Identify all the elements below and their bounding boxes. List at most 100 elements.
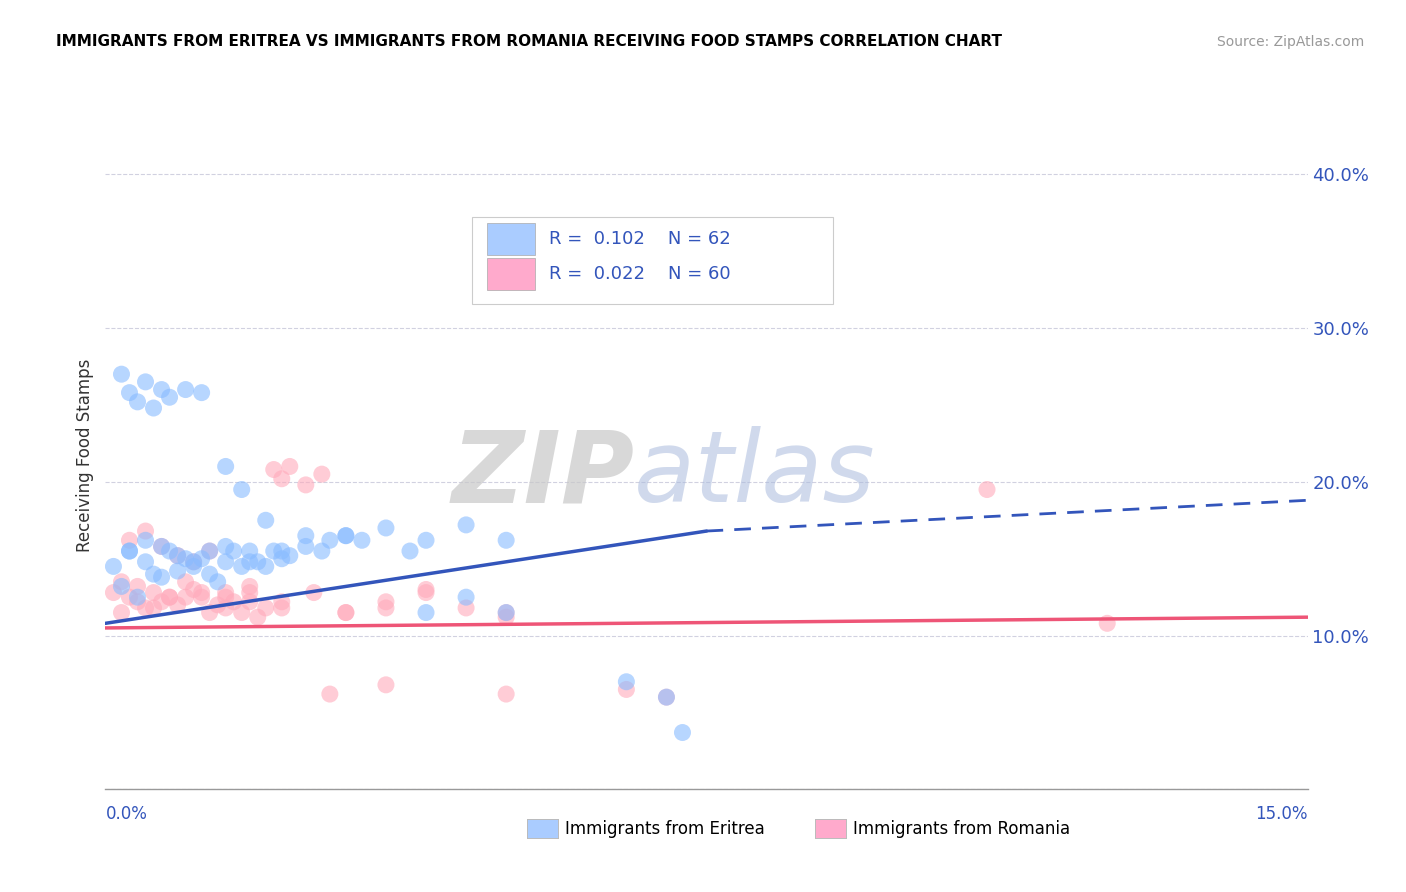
Point (159, 590, 181, 604)
Point (495, 533, 517, 548)
Point (174, 574, 197, 589)
Point (214, 540, 236, 554)
Point (150, 595, 173, 609)
Point (110, 606, 132, 620)
Point (150, 570, 173, 584)
Point (166, 549, 188, 563)
Point (270, 601, 292, 615)
Point (166, 549, 188, 563)
Point (295, 529, 318, 543)
Point (142, 585, 165, 599)
FancyBboxPatch shape (472, 218, 832, 304)
Point (655, 690, 678, 705)
Point (214, 555, 236, 569)
Point (135, 601, 157, 615)
Point (231, 559, 253, 574)
Point (374, 521, 398, 535)
Point (110, 574, 132, 589)
Point (335, 606, 357, 620)
Point (159, 590, 181, 604)
Point (142, 567, 165, 582)
Point (254, 513, 277, 527)
Point (270, 544, 292, 558)
Point (311, 467, 333, 482)
Point (295, 540, 318, 554)
Point (239, 544, 262, 558)
Point (214, 590, 236, 604)
Point (254, 601, 277, 615)
Point (1097, 616, 1119, 631)
Point (976, 483, 998, 497)
Point (135, 533, 157, 548)
Point (142, 601, 165, 615)
FancyBboxPatch shape (486, 259, 534, 291)
Point (103, 559, 125, 574)
Point (231, 606, 253, 620)
Point (183, 555, 205, 569)
Point (222, 595, 245, 609)
Point (190, 551, 212, 566)
Point (350, 533, 373, 548)
Point (166, 564, 188, 578)
Point (671, 725, 693, 739)
Point (415, 582, 437, 597)
Point (263, 544, 285, 558)
Point (239, 595, 262, 609)
Point (174, 383, 197, 397)
Point (118, 385, 141, 400)
Text: R =  0.022    N = 60: R = 0.022 N = 60 (548, 265, 731, 284)
Point (214, 459, 236, 474)
Point (246, 610, 269, 624)
Point (239, 585, 262, 599)
Point (198, 567, 221, 582)
Point (142, 401, 165, 415)
Point (495, 606, 517, 620)
Point (374, 601, 398, 615)
Point (278, 459, 301, 474)
Point (311, 544, 333, 558)
Point (254, 559, 277, 574)
Point (454, 590, 477, 604)
Point (127, 590, 149, 604)
Point (207, 574, 229, 589)
Point (335, 529, 357, 543)
Point (231, 483, 253, 497)
Point (374, 595, 398, 609)
Point (135, 555, 157, 569)
Point (174, 590, 197, 604)
Point (159, 390, 181, 404)
Point (198, 606, 221, 620)
Point (319, 533, 342, 548)
Point (495, 606, 517, 620)
Point (239, 579, 262, 593)
Point (118, 544, 141, 558)
Point (270, 551, 292, 566)
Point (174, 551, 197, 566)
Text: 15.0%: 15.0% (1256, 805, 1308, 822)
Point (190, 590, 212, 604)
Point (135, 375, 157, 389)
Point (302, 585, 325, 599)
Point (110, 367, 132, 381)
Text: 0.0%: 0.0% (105, 805, 148, 822)
Point (415, 533, 437, 548)
Point (118, 590, 141, 604)
Point (263, 462, 285, 476)
Text: R =  0.102    N = 62: R = 0.102 N = 62 (548, 230, 731, 248)
Point (222, 544, 245, 558)
Point (616, 682, 638, 697)
Point (166, 598, 188, 612)
Point (270, 595, 292, 609)
Text: ZIP: ZIP (451, 426, 634, 524)
Point (454, 601, 477, 615)
Point (127, 595, 149, 609)
Point (159, 544, 181, 558)
Point (135, 524, 157, 538)
Point (278, 549, 301, 563)
Point (246, 555, 269, 569)
Point (118, 544, 141, 558)
Point (110, 579, 132, 593)
Point (295, 478, 318, 492)
Point (198, 544, 221, 558)
Point (150, 540, 173, 554)
